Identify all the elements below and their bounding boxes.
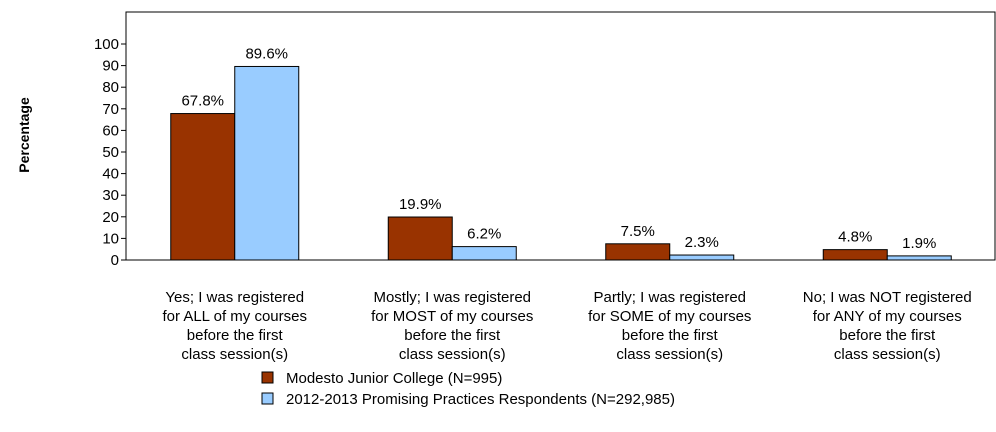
data-label: 6.2%: [467, 226, 501, 243]
y-tick-label: 60: [102, 122, 119, 139]
y-tick-label: 20: [102, 209, 119, 226]
category-label: Yes; I was registered for ALL of my cours…: [162, 289, 307, 363]
category-labels: Yes; I was registered for ALL of my cours…: [162, 289, 971, 363]
bar-mjc: [387, 216, 453, 261]
y-tick-label: 80: [102, 79, 119, 96]
y-tick-label: 50: [102, 144, 119, 161]
legend: Modesto Junior College (N=995) 2012-2013 …: [261, 370, 675, 408]
legend-label: Modesto Junior College (N=995): [286, 370, 502, 387]
data-label: 67.8%: [181, 93, 224, 110]
y-axis: 0 10 20 30 40 50 60 70 80 90 100: [94, 36, 126, 269]
y-tick-label: 30: [102, 187, 119, 204]
data-label: 2.3%: [685, 234, 719, 251]
legend-swatch: [261, 371, 274, 384]
category-label: Partly; I was registered for SOME of my c…: [588, 289, 751, 363]
bar-promising-practices: [234, 65, 300, 261]
data-label: 7.5%: [621, 223, 655, 240]
bar-promising-practices: [669, 254, 735, 261]
data-label: 19.9%: [399, 196, 442, 213]
category-label: No; I was NOT registered for ANY of my co…: [803, 289, 972, 363]
y-tick-label: 90: [102, 58, 119, 75]
data-label: 4.8%: [838, 229, 872, 246]
y-axis-label: Percentage: [16, 97, 32, 173]
plot-frame: [125, 11, 996, 261]
bar-mjc: [605, 243, 671, 261]
legend-label: 2012-2013 Promising Practices Respondent…: [286, 391, 675, 408]
y-tick-label: 70: [102, 101, 119, 118]
y-tick-label: 40: [102, 166, 119, 183]
bar-promising-practices: [886, 255, 952, 261]
bar-mjc: [822, 249, 888, 261]
bar-promising-practices: [451, 246, 517, 261]
plot-area: [125, 11, 996, 261]
data-label: 1.9%: [902, 235, 936, 252]
y-tick-label: 10: [102, 230, 119, 247]
category-label: Mostly; I was registered for MOST of my c…: [371, 289, 533, 363]
y-tick-label: 0: [111, 252, 119, 269]
bars: 67.8% 89.6% 19.9% 6.2% 7.5% 2.3% 4.8% 1.9%: [170, 45, 952, 261]
data-label: 89.6%: [245, 45, 288, 62]
y-tick-label: 100: [94, 36, 119, 53]
legend-swatch: [261, 392, 274, 405]
bar-mjc: [170, 113, 236, 261]
